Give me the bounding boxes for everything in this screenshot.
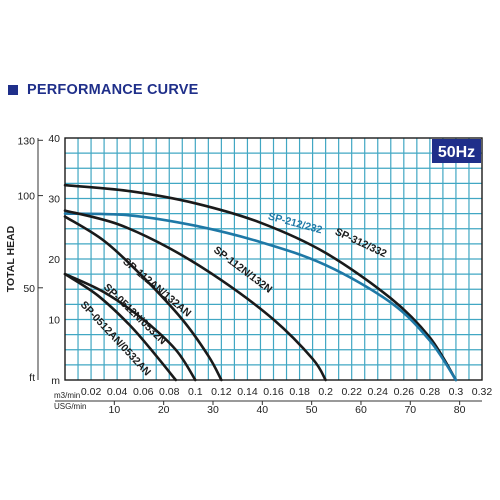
y-tick-label-m: 30 [48, 194, 60, 206]
x-tick-label-usg: 60 [355, 404, 367, 416]
curve-sp-0512n-0532n [63, 272, 197, 382]
curve-sp-112an-132an [63, 215, 223, 382]
curve-sp-0512an-0532an [63, 272, 178, 382]
x-tick-label: 0.22 [341, 386, 362, 398]
x-tick-label: 0.24 [368, 386, 389, 398]
section-title: PERFORMANCE CURVE [27, 82, 199, 98]
y-tick-label-ft: 50 [23, 283, 35, 295]
y-tick-label-m: 40 [48, 133, 60, 145]
x-tick-label: 0.1 [188, 386, 203, 398]
x-tick-label-usg: 70 [404, 404, 416, 416]
y-tick-label-ft: 100 [17, 191, 35, 203]
x-unit-m3: m3/min [54, 391, 80, 400]
x-tick-label: 0.04 [107, 386, 128, 398]
y-tick-label-m: 20 [48, 254, 60, 266]
grid-lines [65, 138, 482, 380]
y-unit-ft: ft [29, 372, 35, 384]
curve-sp-112n-132n [63, 209, 327, 382]
x-tick-label-usg: 80 [454, 404, 466, 416]
x-unit-usg: USG/min [54, 402, 86, 411]
y-axis-title: TOTAL HEAD [5, 225, 17, 292]
x-tick-label: 0.18 [289, 386, 310, 398]
frequency-badge [432, 139, 481, 163]
curve-sp-212-232 [63, 212, 458, 382]
x-tick-label: 0.06 [133, 386, 154, 398]
x-tick-label-usg: 50 [306, 404, 318, 416]
y-tick-label-m: 10 [48, 315, 60, 327]
curve-sp-312-332 [63, 183, 458, 382]
x-tick-label: 0.26 [394, 386, 415, 398]
x-tick-label: 0.32 [472, 386, 493, 398]
x-tick-label: 0.16 [263, 386, 284, 398]
x-tick-label: 0.14 [237, 386, 258, 398]
x-tick-label-usg: 40 [256, 404, 268, 416]
x-tick-label: 0.28 [420, 386, 441, 398]
y-tick-label-ft: 130 [17, 135, 35, 147]
x-tick-label: 0.02 [81, 386, 102, 398]
x-tick-label: 0.3 [449, 386, 464, 398]
curve-group [63, 183, 458, 382]
plot-border [64, 137, 483, 381]
x-tick-label-usg: 20 [158, 404, 170, 416]
x-tick-label-usg: 30 [207, 404, 219, 416]
header-square-icon [8, 85, 18, 95]
y-unit-m: m [51, 375, 60, 387]
frequency-badge-label: 50Hz [438, 144, 475, 161]
section-header: PERFORMANCE CURVE [8, 80, 308, 100]
x-tick-label-usg: 10 [108, 404, 120, 416]
x-tick-label: 0.12 [211, 386, 232, 398]
x-tick-label: 0.08 [159, 386, 180, 398]
x-tick-label: 0.2 [318, 386, 333, 398]
